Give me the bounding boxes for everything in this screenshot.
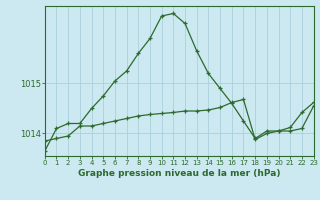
X-axis label: Graphe pression niveau de la mer (hPa): Graphe pression niveau de la mer (hPa) bbox=[78, 169, 280, 178]
